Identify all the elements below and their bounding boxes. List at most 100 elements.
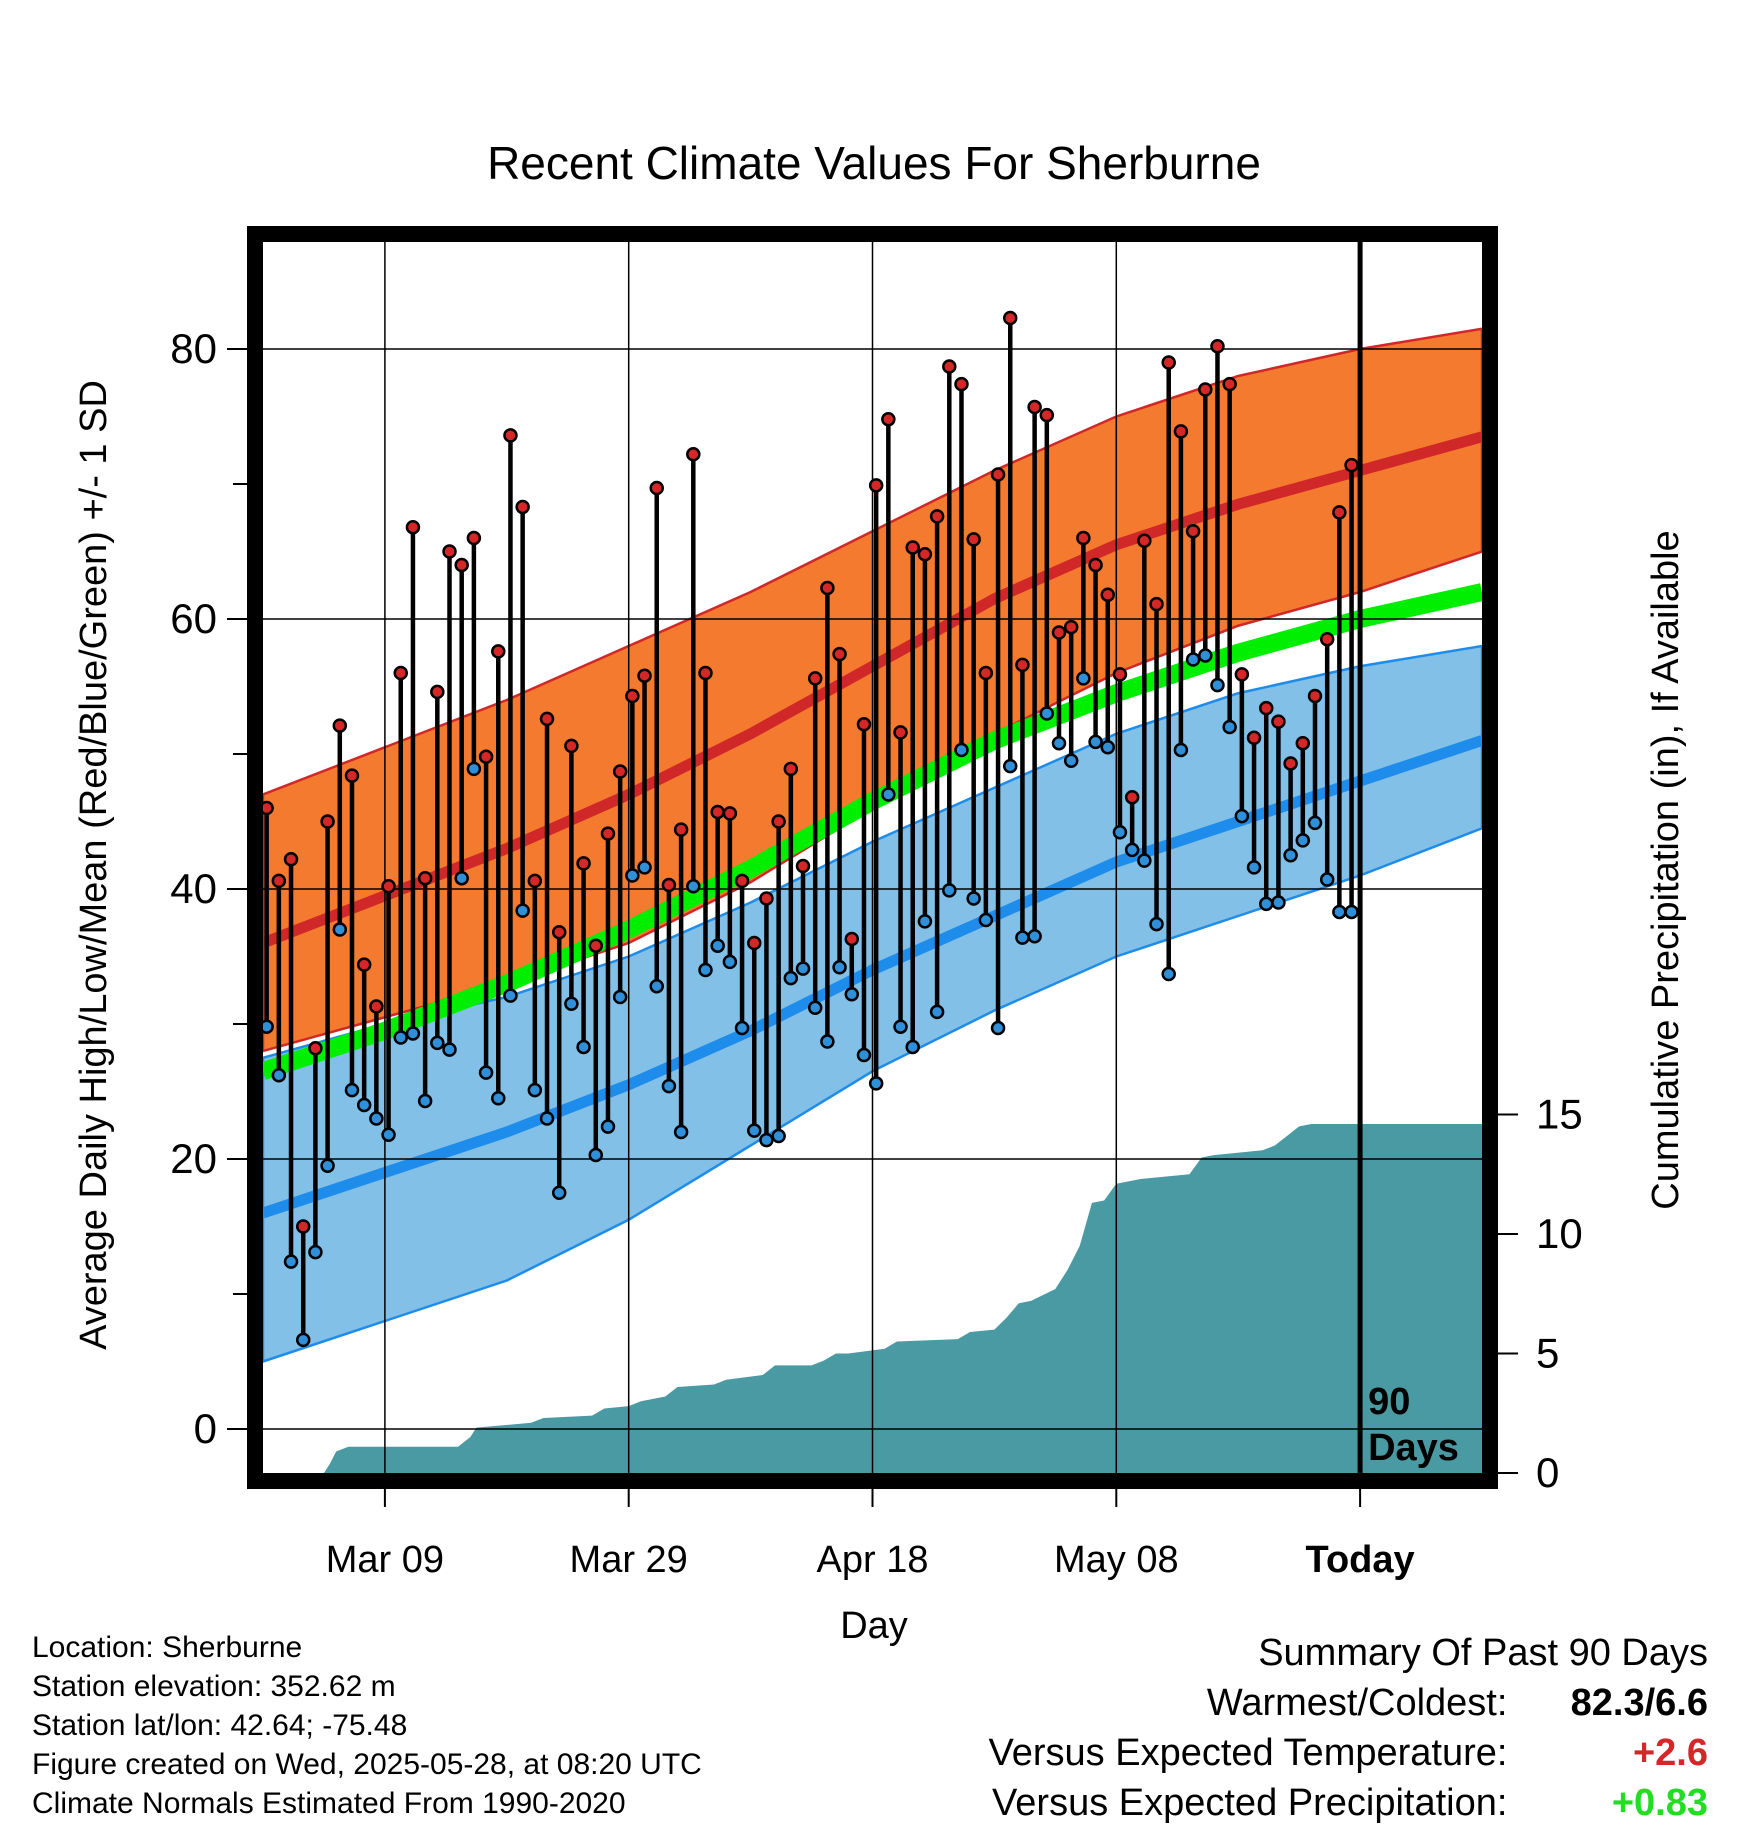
- warm-cold-label: Warmest/Coldest:: [1206, 1682, 1508, 1724]
- low-temp-point: [356, 1097, 372, 1113]
- x-tick-label: Mar 29: [570, 1539, 688, 1581]
- high-temp-point: [661, 877, 677, 893]
- high-temp-point: [344, 768, 360, 783]
- high-temp-point: [795, 858, 811, 874]
- low-temp-point: [1185, 652, 1201, 667]
- low-temp-point: [795, 961, 811, 976]
- high-temp-point: [1185, 524, 1201, 539]
- precip-departure-label: Versus Expected Precipitation:: [992, 1782, 1508, 1824]
- high-temp-point: [1295, 735, 1311, 751]
- high-temp-point: [942, 359, 957, 374]
- low-temp-point: [747, 1123, 762, 1138]
- high-temp-point: [893, 725, 908, 740]
- low-temp-point: [381, 1127, 396, 1142]
- high-temp-point: [539, 711, 555, 727]
- low-temp-point: [295, 1332, 311, 1348]
- high-temp-point: [442, 544, 457, 559]
- low-temp-point: [539, 1111, 555, 1126]
- high-temp-point: [1161, 355, 1176, 370]
- normals-text: Climate Normals Estimated From 1990-2020: [32, 1787, 626, 1820]
- high-temp-point: [990, 467, 1006, 482]
- low-temp-point: [807, 1000, 823, 1016]
- low-temp-point: [1332, 904, 1347, 920]
- high-temp-point: [673, 822, 689, 837]
- y-right-tick-label: 0: [1536, 1449, 1559, 1496]
- low-temp-point: [783, 970, 799, 986]
- latlon-text: Station lat/lon: 42.64; -75.48: [32, 1709, 408, 1742]
- high-temp-point: [430, 684, 445, 700]
- low-temp-point: [515, 903, 530, 918]
- high-temp-point: [478, 749, 494, 764]
- low-temp-point: [710, 938, 725, 953]
- low-temp-point: [698, 962, 713, 978]
- low-temp-point: [673, 1124, 689, 1140]
- precip-departure-value: +0.83: [1611, 1782, 1708, 1824]
- high-temp-point: [710, 804, 725, 820]
- high-temp-point: [308, 1041, 323, 1056]
- high-temp-point: [1051, 625, 1067, 640]
- high-temp-point: [1002, 310, 1018, 326]
- high-temp-point: [1124, 789, 1140, 805]
- low-temp-point: [612, 989, 628, 1005]
- low-temp-point: [1271, 895, 1286, 910]
- low-temp-point: [527, 1082, 543, 1098]
- high-temp-point: [1222, 376, 1237, 392]
- low-temp-point: [430, 1035, 445, 1051]
- high-temp-point: [564, 738, 579, 754]
- low-temp-point: [759, 1132, 774, 1148]
- today-label: 90: [1368, 1381, 1410, 1423]
- low-temp-point: [625, 868, 640, 883]
- high-temp-point: [722, 806, 738, 821]
- high-temp-point: [1137, 533, 1152, 548]
- y-right-tick-label: 15: [1536, 1090, 1583, 1137]
- low-temp-point: [271, 1068, 287, 1083]
- high-temp-point: [1076, 530, 1091, 546]
- low-temp-point: [1258, 896, 1274, 912]
- low-temp-point: [1307, 815, 1323, 831]
- high-temp-point: [1149, 596, 1164, 612]
- y-left-tick-label: 20: [170, 1135, 217, 1182]
- high-temp-point: [381, 879, 396, 894]
- low-temp-point: [1222, 719, 1237, 735]
- high-temp-point: [649, 480, 664, 496]
- high-temp-point: [1173, 424, 1189, 439]
- low-temp-point: [1124, 842, 1140, 858]
- low-temp-point: [588, 1147, 604, 1163]
- low-temp-point: [466, 761, 482, 777]
- low-temp-point: [966, 891, 981, 906]
- high-temp-point: [1063, 619, 1079, 635]
- low-temp-point: [722, 954, 738, 970]
- high-temp-point: [759, 891, 774, 906]
- low-temp-point: [661, 1078, 677, 1094]
- temp-departure-value: +2.6: [1632, 1732, 1708, 1774]
- high-temp-point: [856, 717, 872, 732]
- low-temp-point: [1246, 860, 1262, 875]
- low-temp-point: [1295, 833, 1311, 848]
- high-temp-point: [551, 924, 567, 940]
- low-temp-point: [320, 1158, 335, 1173]
- low-temp-point: [771, 1128, 786, 1144]
- low-temp-point: [1319, 872, 1335, 887]
- low-temp-point: [503, 988, 518, 1003]
- low-temp-point: [832, 960, 847, 975]
- high-temp-point: [405, 519, 421, 535]
- high-temp-point: [588, 938, 604, 953]
- high-temp-point: [320, 814, 335, 829]
- low-temp-point: [868, 1076, 884, 1091]
- high-temp-point: [929, 509, 945, 524]
- low-temp-point: [734, 1020, 750, 1036]
- high-temp-point: [881, 411, 896, 427]
- high-temp-point: [356, 957, 372, 972]
- summary-panel: Summary Of Past 90 Days Warmest/Coldest:…: [989, 1628, 1708, 1828]
- low-temp-point: [881, 787, 896, 802]
- high-temp-point: [369, 999, 384, 1014]
- high-temp-point: [576, 856, 591, 871]
- low-temp-point: [405, 1026, 421, 1041]
- low-temp-point: [283, 1254, 299, 1269]
- high-temp-point: [954, 376, 969, 392]
- precipitation-area-layer: [263, 1124, 1482, 1473]
- high-temp-point: [637, 668, 652, 683]
- low-temp-point: [369, 1111, 384, 1126]
- low-temp-point: [1027, 929, 1042, 944]
- low-temp-point: [600, 1119, 616, 1134]
